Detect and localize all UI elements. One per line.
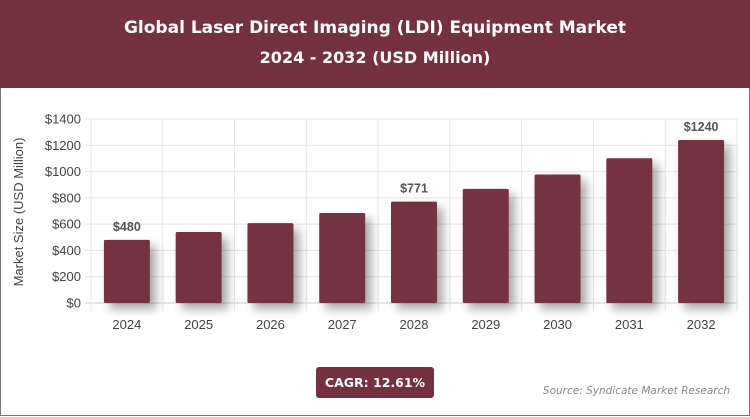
bar-2029 [462, 188, 509, 303]
y-axis-label: Market Size (USD Million) [11, 138, 26, 287]
y-tick-label: $1200 [45, 138, 81, 153]
bar-2027 [319, 212, 366, 303]
y-tick-label: $1000 [45, 164, 81, 179]
y-tick-label: $800 [52, 190, 81, 205]
cagr-badge: CAGR: 12.61% [316, 367, 434, 398]
bar-2030 [534, 174, 581, 303]
x-tick-label: 2027 [328, 317, 357, 332]
bar-2025 [175, 232, 222, 303]
y-tick-label: $1400 [45, 112, 81, 127]
y-tick-label: $400 [52, 243, 81, 258]
data-label: $771 [400, 182, 428, 196]
x-tick-label: 2030 [543, 317, 572, 332]
data-label: $1240 [684, 120, 719, 134]
bar-2024 [103, 239, 150, 303]
y-tick-label: $0 [67, 296, 81, 311]
x-tick-label: 2031 [615, 317, 644, 332]
y-tick-label: $600 [52, 217, 81, 232]
x-tick-label: 2032 [687, 317, 716, 332]
chart-subtitle: 2024 - 2032 (USD Million) [259, 48, 491, 67]
bar-2031 [606, 158, 653, 303]
x-tick-label: 2026 [256, 317, 285, 332]
data-label: $480 [113, 220, 141, 234]
x-tick-label: 2029 [471, 317, 500, 332]
bar-2032 [678, 140, 725, 303]
x-tick-label: 2025 [184, 317, 213, 332]
x-tick-label: 2028 [400, 317, 429, 332]
y-tick-label: $200 [52, 269, 81, 284]
bar-2026 [247, 223, 294, 303]
bar-2028 [391, 201, 437, 303]
source-note: Source: Syndicate Market Research [542, 385, 730, 397]
x-tick-label: 2024 [112, 317, 141, 332]
chart-title: Global Laser Direct Imaging (LDI) Equipm… [123, 18, 627, 38]
chart-header: Global Laser Direct Imaging (LDI) Equipm… [0, 0, 750, 88]
